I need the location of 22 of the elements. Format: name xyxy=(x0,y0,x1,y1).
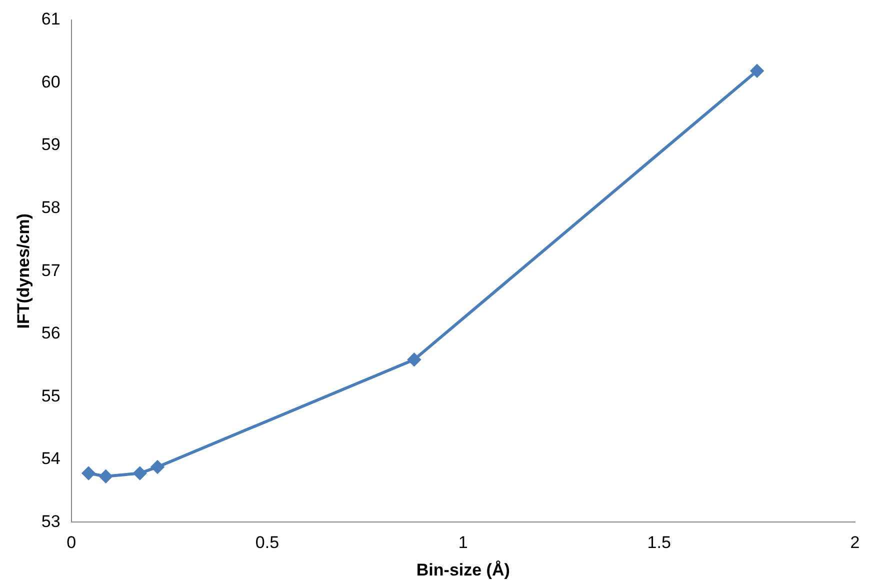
point xyxy=(99,470,112,483)
y-tick-label: 58 xyxy=(41,198,60,218)
point xyxy=(408,353,421,366)
y-axis-title: IFT(dynes/cm) xyxy=(14,213,33,329)
y-tick-label: 60 xyxy=(41,72,60,92)
point xyxy=(82,466,96,480)
x-tick-label: 0 xyxy=(66,533,76,552)
y-tick-label: 56 xyxy=(41,324,60,343)
y-tick-label: 53 xyxy=(41,512,60,531)
y-tick-label: 59 xyxy=(41,135,60,154)
x-tick-label: 1.5 xyxy=(647,533,671,552)
x-tick-label: 0.5 xyxy=(255,533,280,552)
y-tick-label: 54 xyxy=(41,449,60,468)
y-tick-label: 57 xyxy=(41,260,60,280)
point xyxy=(133,466,146,480)
point xyxy=(151,460,164,474)
y-tick-label: 55 xyxy=(41,386,60,406)
x-axis-title: Bin-size (Å) xyxy=(416,560,510,580)
y-tick-label: 61 xyxy=(41,10,60,29)
x-tick-label: 1 xyxy=(458,533,468,552)
point xyxy=(750,64,764,78)
x-tick-label: 2 xyxy=(850,533,860,552)
